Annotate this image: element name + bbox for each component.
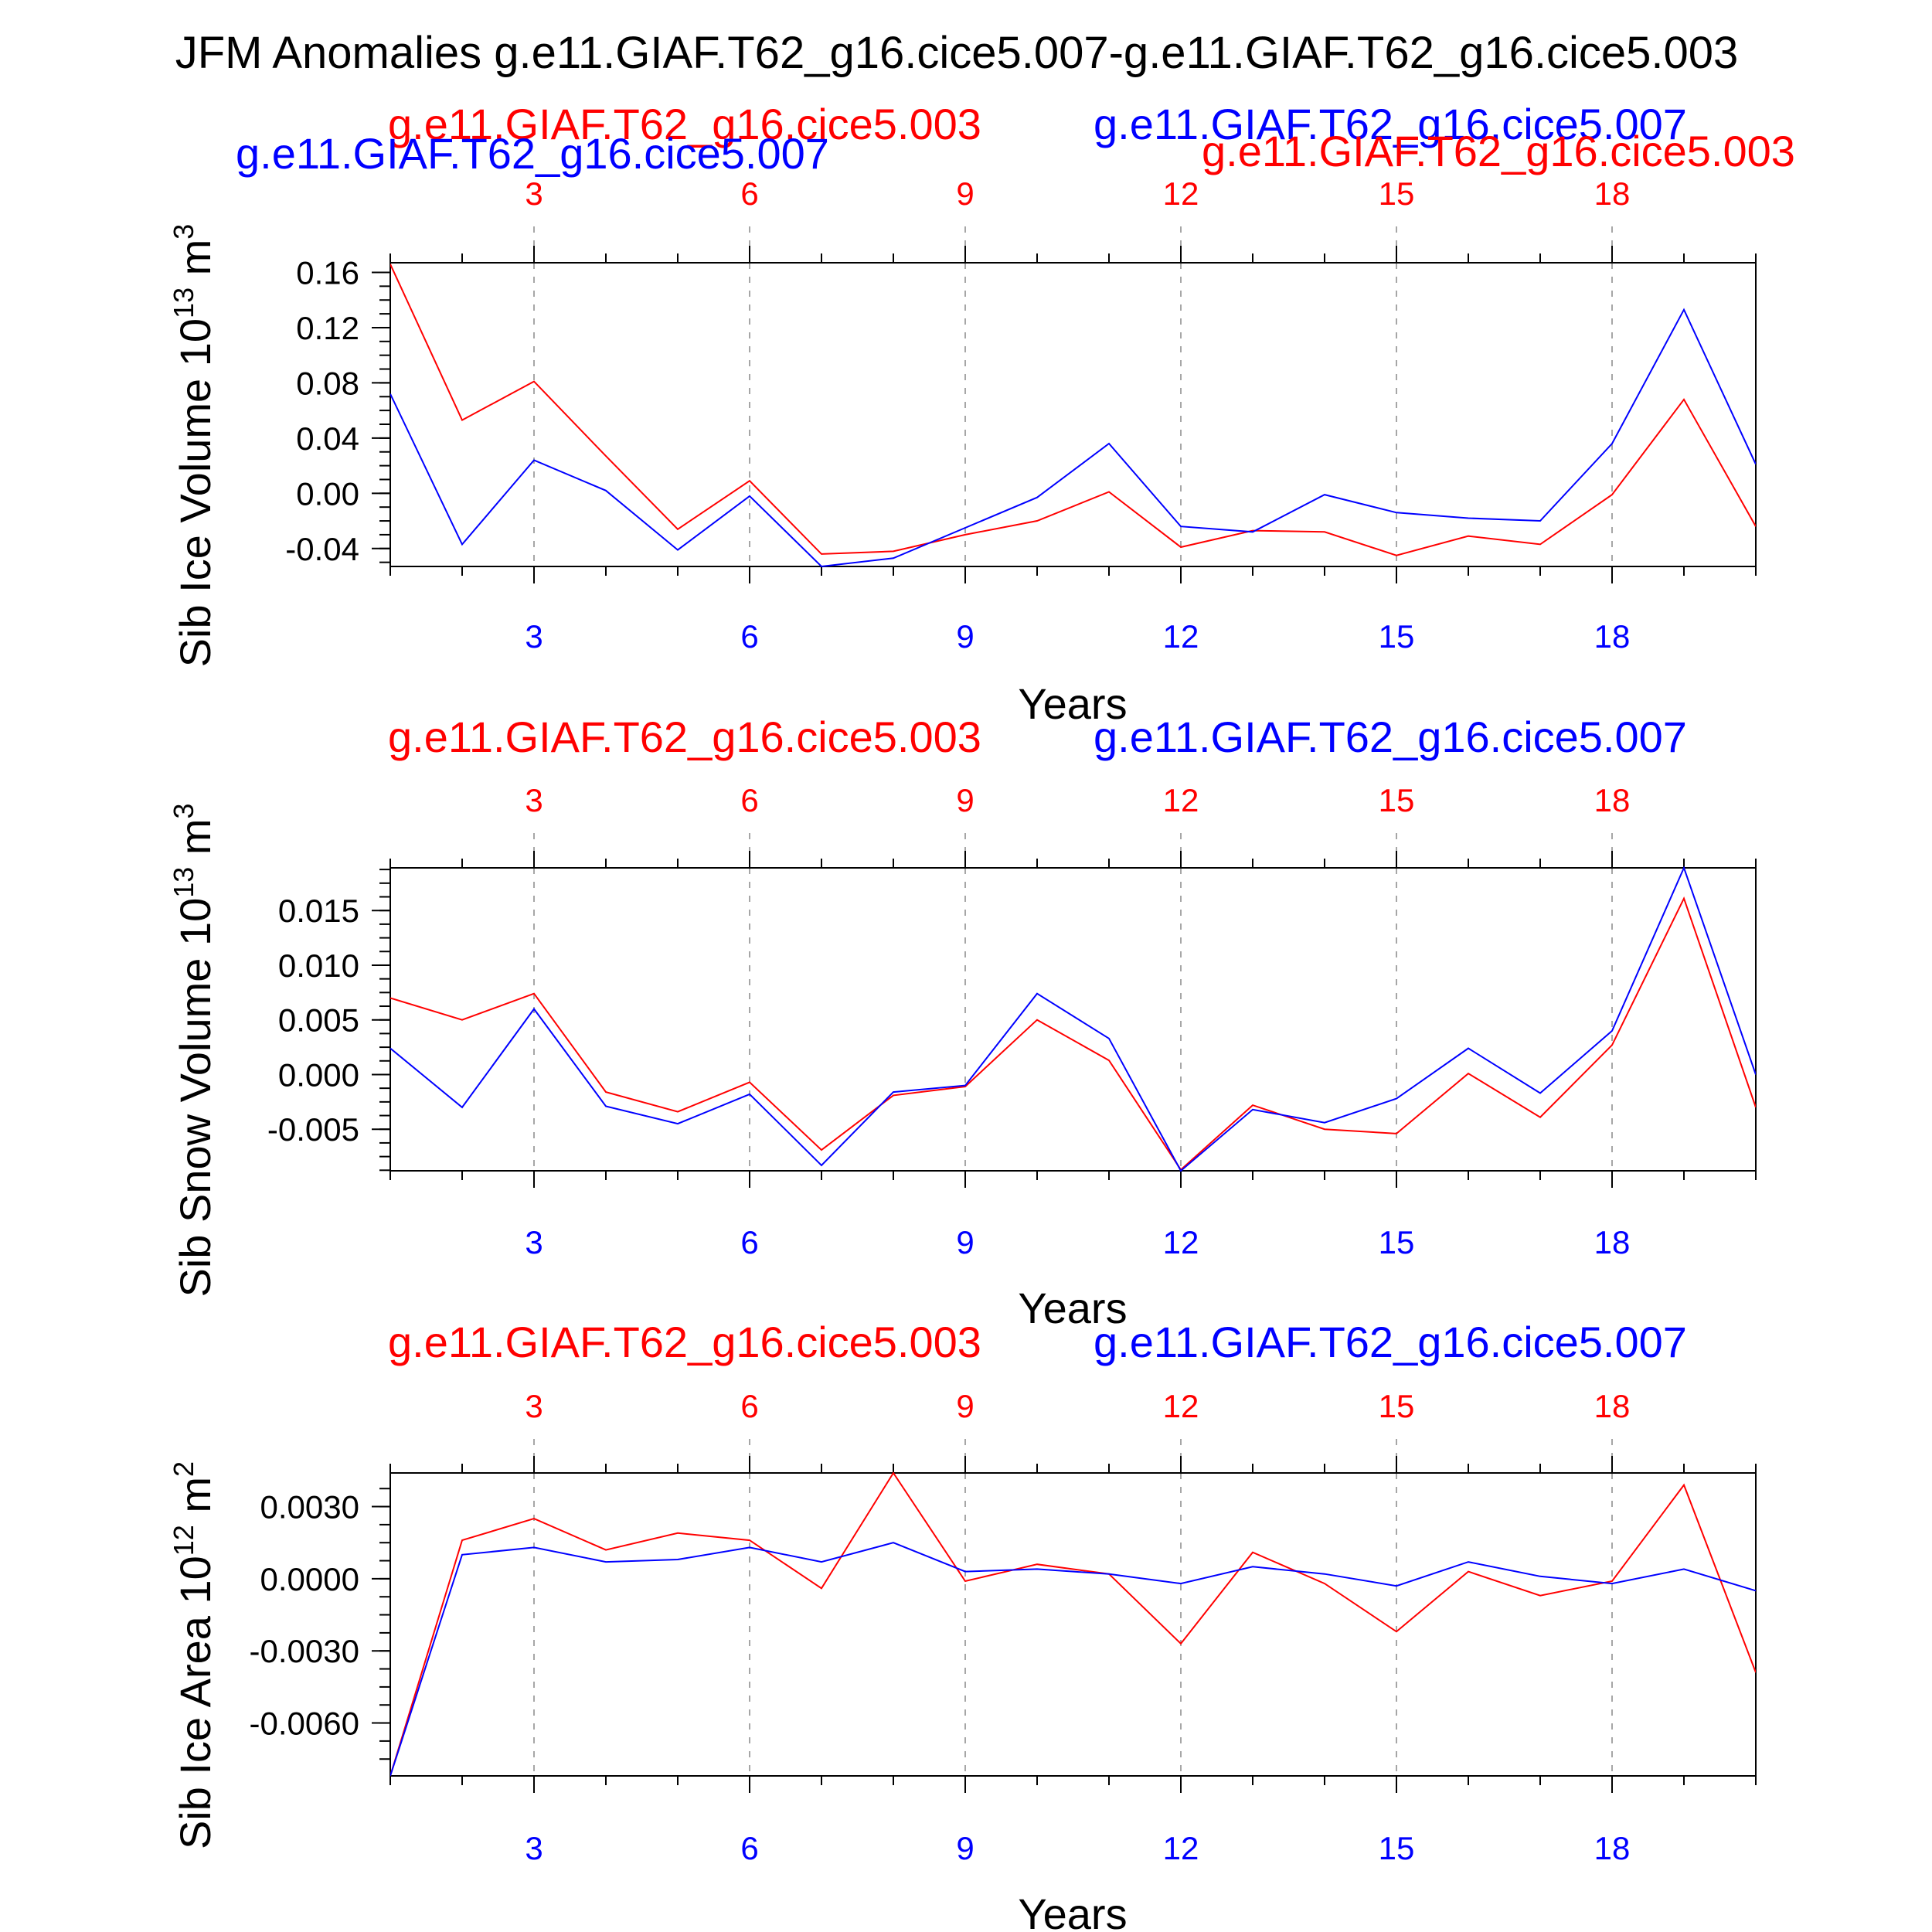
y-axis-label: Sib Ice Area 1012 m2 [168,1461,219,1849]
y-tick-label: 0.000 [278,1056,359,1093]
x-tick-label-bottom: 6 [740,1224,758,1260]
x-tick-label-top: 18 [1594,782,1631,818]
x-tick-label-bottom: 3 [525,1830,543,1866]
x-tick-label-bottom: 3 [525,1224,543,1260]
x-tick-label-bottom: 9 [956,618,974,655]
plot-frame [389,262,1757,567]
x-tick-label-top: 6 [740,175,758,212]
chart-panel-2: -0.005 0.000 0.005 0.010 0.015 3 3 6 6 9 9 12 12 15 15… [168,713,1757,1332]
y-axis-label-exponent: 13 [168,867,199,898]
legend-case-007: g.e11.GIAF.T62_g16.cice5.007 [1094,1318,1687,1366]
x-tick-label-bottom: 6 [740,618,758,655]
x-tick-label-top: 3 [525,175,543,212]
series-line-cice5-003 [390,896,1756,1172]
x-tick-label-top: 3 [525,782,543,818]
x-tick-label-bottom: 6 [740,1830,758,1866]
legend-case-003: g.e11.GIAF.T62_g16.cice5.003 [388,713,981,761]
x-tick-label-top: 9 [956,175,974,212]
legend-case-003: g.e11.GIAF.T62_g16.cice5.003 [388,100,981,148]
x-tick-label-bottom: 15 [1379,1830,1415,1866]
x-tick-label-top: 15 [1379,175,1415,212]
x-tick-label-top: 18 [1594,1388,1631,1424]
series-line-cice5-003 [390,1471,1756,1777]
x-tick-label-bottom: 18 [1594,1830,1631,1866]
series-line-cice5-007 [390,866,1756,1172]
x-tick-label-bottom: 15 [1379,618,1415,655]
chart-panel-3: -0.0060 -0.0030 0.0000 0.0030 3 3 6 6 9 9 12 12 15 15… [168,1318,1757,1932]
y-axis-label-unit: m [171,240,219,287]
legend-overlap-003: g.e11.GIAF.T62_g16.cice5.003 [1202,127,1795,175]
x-tick-label-top: 3 [525,1388,543,1424]
figure-title: JFM Anomalies g.e11.GIAF.T62_g16.cice5.0… [175,28,1739,78]
series-line-cice5-003 [390,264,1756,556]
x-tick-label-bottom: 9 [956,1830,974,1866]
y-axis-label-unit-exponent: 3 [168,803,199,818]
x-tick-label-bottom: 18 [1594,1224,1631,1260]
y-tick-label: 0.12 [296,310,359,346]
legend-case-007: g.e11.GIAF.T62_g16.cice5.007 [1094,713,1687,761]
y-tick-label: -0.005 [267,1111,359,1148]
y-tick-label: 0.005 [278,1002,359,1039]
chart-panel-1: -0.04 0.00 0.04 0.08 0.12 0.16 3 3 6 6 9 9 12 12 15 15 1… [168,100,1795,728]
y-tick-label: 0.08 [296,365,359,401]
y-tick-label: 0.015 [278,893,359,929]
plot-frame [389,1472,1757,1777]
y-axis-label-exponent: 13 [168,287,199,318]
y-tick-label: -0.04 [285,531,359,567]
y-axis-label: Sib Snow Volume 1013 m3 [168,803,219,1297]
plot-frame [389,867,1757,1172]
y-axis-label-exponent: 12 [168,1525,199,1556]
y-tick-label: 0.0000 [260,1561,359,1597]
x-tick-label-top: 18 [1594,175,1631,212]
y-axis-label-text: Sib Ice Volume 10 [171,318,219,667]
y-axis-label-text: Sib Ice Area 10 [171,1556,219,1849]
x-tick-label-bottom: 12 [1163,1224,1199,1260]
y-tick-label: -0.0060 [250,1706,359,1742]
x-tick-label-top: 12 [1163,782,1199,818]
y-tick-label: 0.16 [296,255,359,291]
y-axis-label: Sib Ice Volume 1013 m3 [168,224,219,668]
legend-overlap-007: g.e11.GIAF.T62_g16.cice5.007 [236,129,829,178]
y-tick-label: 0.00 [296,475,359,512]
x-axis-label: Years [1018,1284,1127,1332]
x-tick-label-bottom: 12 [1163,1830,1199,1866]
x-tick-label-bottom: 18 [1594,618,1631,655]
series-line-cice5-007 [390,308,1756,568]
y-axis-label-unit-exponent: 3 [168,224,199,240]
legend-case-007: g.e11.GIAF.T62_g16.cice5.007 [1094,100,1687,148]
x-tick-label-top: 15 [1379,1388,1415,1424]
x-tick-label-bottom: 9 [956,1224,974,1260]
y-tick-label: -0.0030 [250,1633,359,1669]
x-tick-label-top: 6 [740,1388,758,1424]
x-tick-label-top: 12 [1163,1388,1199,1424]
y-axis-label-unit: m [171,1477,219,1525]
x-tick-label-top: 15 [1379,782,1415,818]
x-tick-label-bottom: 12 [1163,618,1199,655]
series-line-cice5-007 [390,1542,1756,1777]
x-axis-label: Years [1018,679,1127,728]
x-axis-label: Years [1018,1889,1127,1932]
x-tick-label-bottom: 3 [525,618,543,655]
y-axis-label-unit: m [171,818,219,866]
y-tick-label: 0.0030 [260,1489,359,1526]
y-tick-label: 0.04 [296,420,359,457]
y-axis-label-text: Sib Snow Volume 10 [171,898,219,1298]
legend-case-003: g.e11.GIAF.T62_g16.cice5.003 [388,1318,981,1366]
y-tick-label: 0.010 [278,947,359,984]
x-tick-label-top: 12 [1163,175,1199,212]
x-tick-label-top: 9 [956,782,974,818]
x-tick-label-top: 6 [740,782,758,818]
y-axis-label-unit-exponent: 2 [168,1461,199,1477]
x-tick-label-top: 9 [956,1388,974,1424]
x-tick-label-bottom: 15 [1379,1224,1415,1260]
